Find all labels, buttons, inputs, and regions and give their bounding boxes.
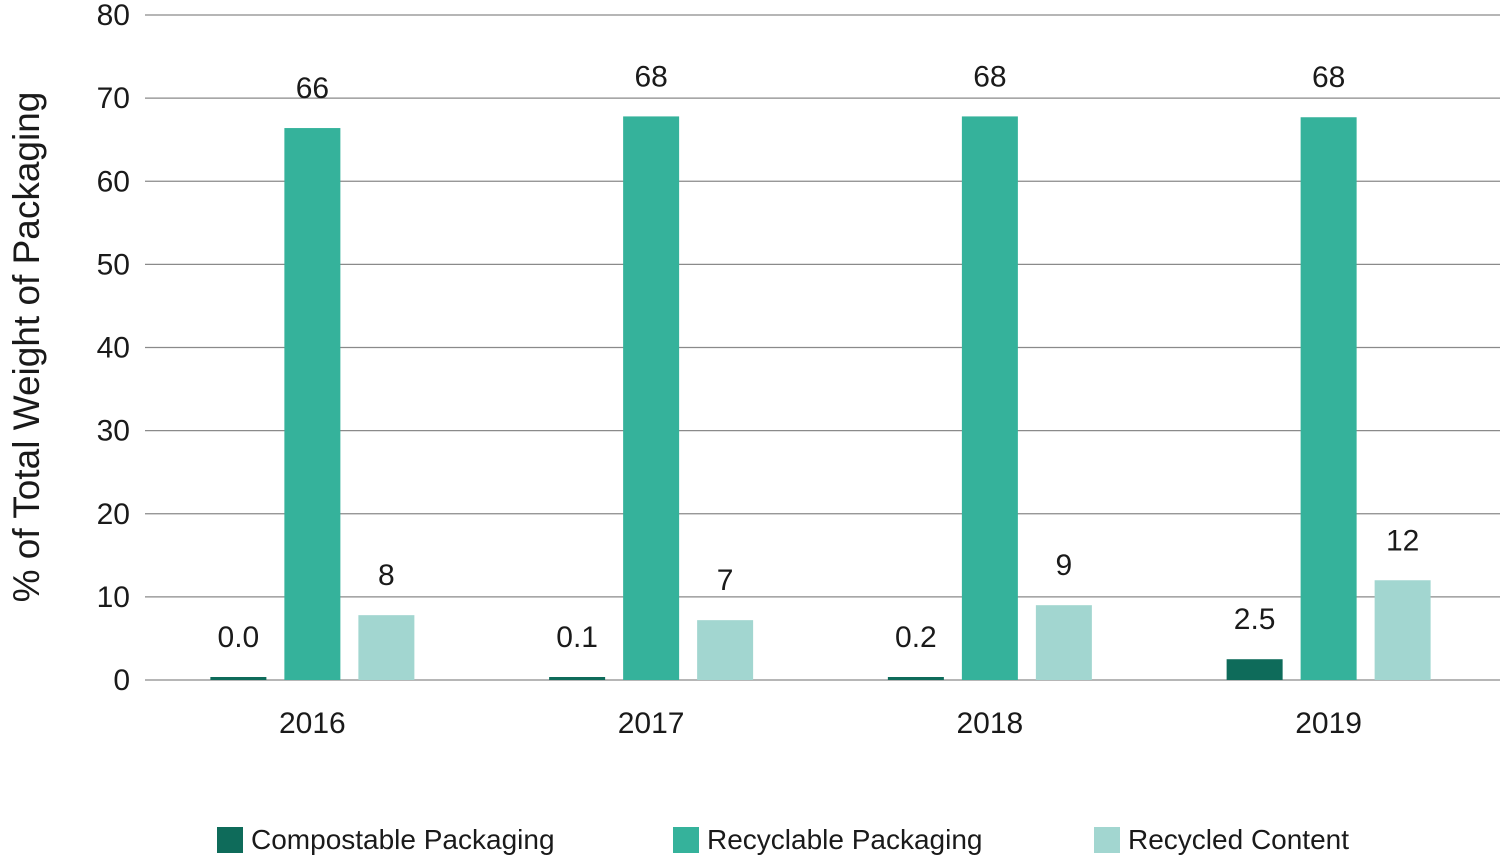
bar-data-label: 8 [378,559,395,592]
bar-data-label: 2.5 [1234,603,1276,636]
bar [1226,659,1283,680]
bar-data-label: 12 [1386,524,1419,557]
bar-data-label: 7 [717,564,734,597]
y-tick-label: 40 [97,332,130,365]
y-tick-label: 60 [97,165,130,198]
legend-label-compostable: Compostable Packaging [251,824,555,855]
bar [961,116,1018,681]
bar-data-label: 0.0 [218,621,260,654]
bar [887,677,944,680]
legend: Compostable Packaging Recyclable Packagi… [0,822,1500,858]
y-tick-label: 30 [97,415,130,448]
bar [1035,605,1092,680]
bar-data-label: 68 [634,60,667,93]
legend-swatch-recyclable [673,827,699,853]
legend-item-recycled-content: Recycled Content [1094,822,1349,858]
bar-data-label: 66 [296,72,329,105]
bar [1374,580,1431,680]
y-tick-labels: 0 10 20 30 40 50 60 70 80 [97,0,130,697]
legend-item-recyclable: Recyclable Packaging [673,822,983,858]
bar [210,677,267,680]
bar-data-labels: 0.0 66 8 0.1 68 7 0.2 68 9 2.5 68 12 [218,60,1420,654]
bar-data-label: 9 [1056,549,1073,582]
bar-data-label: 0.1 [556,621,598,654]
bar-data-label: 0.2 [895,621,937,654]
x-tick-label: 2018 [957,707,1024,740]
legend-swatch-recycled-content [1094,827,1120,853]
y-tick-label: 80 [97,0,130,32]
bars [210,116,1431,681]
bar [549,677,606,680]
y-tick-label: 10 [97,581,130,614]
y-tick-label: 0 [113,664,130,697]
y-tick-label: 70 [97,82,130,115]
legend-swatch-compostable [217,827,243,853]
gridlines [145,14,1500,681]
legend-label-recyclable: Recyclable Packaging [707,824,983,855]
bar-data-label: 68 [1312,61,1345,94]
y-tick-label: 50 [97,248,130,281]
bar-data-label: 68 [973,60,1006,93]
x-tick-labels: 2016 2017 2018 2019 [279,707,1362,740]
bar [284,128,341,681]
legend-label-recycled-content: Recycled Content [1128,824,1350,855]
x-tick-label: 2016 [279,707,346,740]
bar [697,620,754,680]
x-tick-label: 2017 [618,707,685,740]
legend-item-compostable: Compostable Packaging [217,822,555,858]
y-tick-label: 20 [97,498,130,531]
bar [358,615,415,680]
bar [1300,117,1357,680]
x-tick-label: 2019 [1295,707,1362,740]
y-axis-label: % of Total Weight of Packaging [6,91,47,603]
bar [623,116,680,681]
